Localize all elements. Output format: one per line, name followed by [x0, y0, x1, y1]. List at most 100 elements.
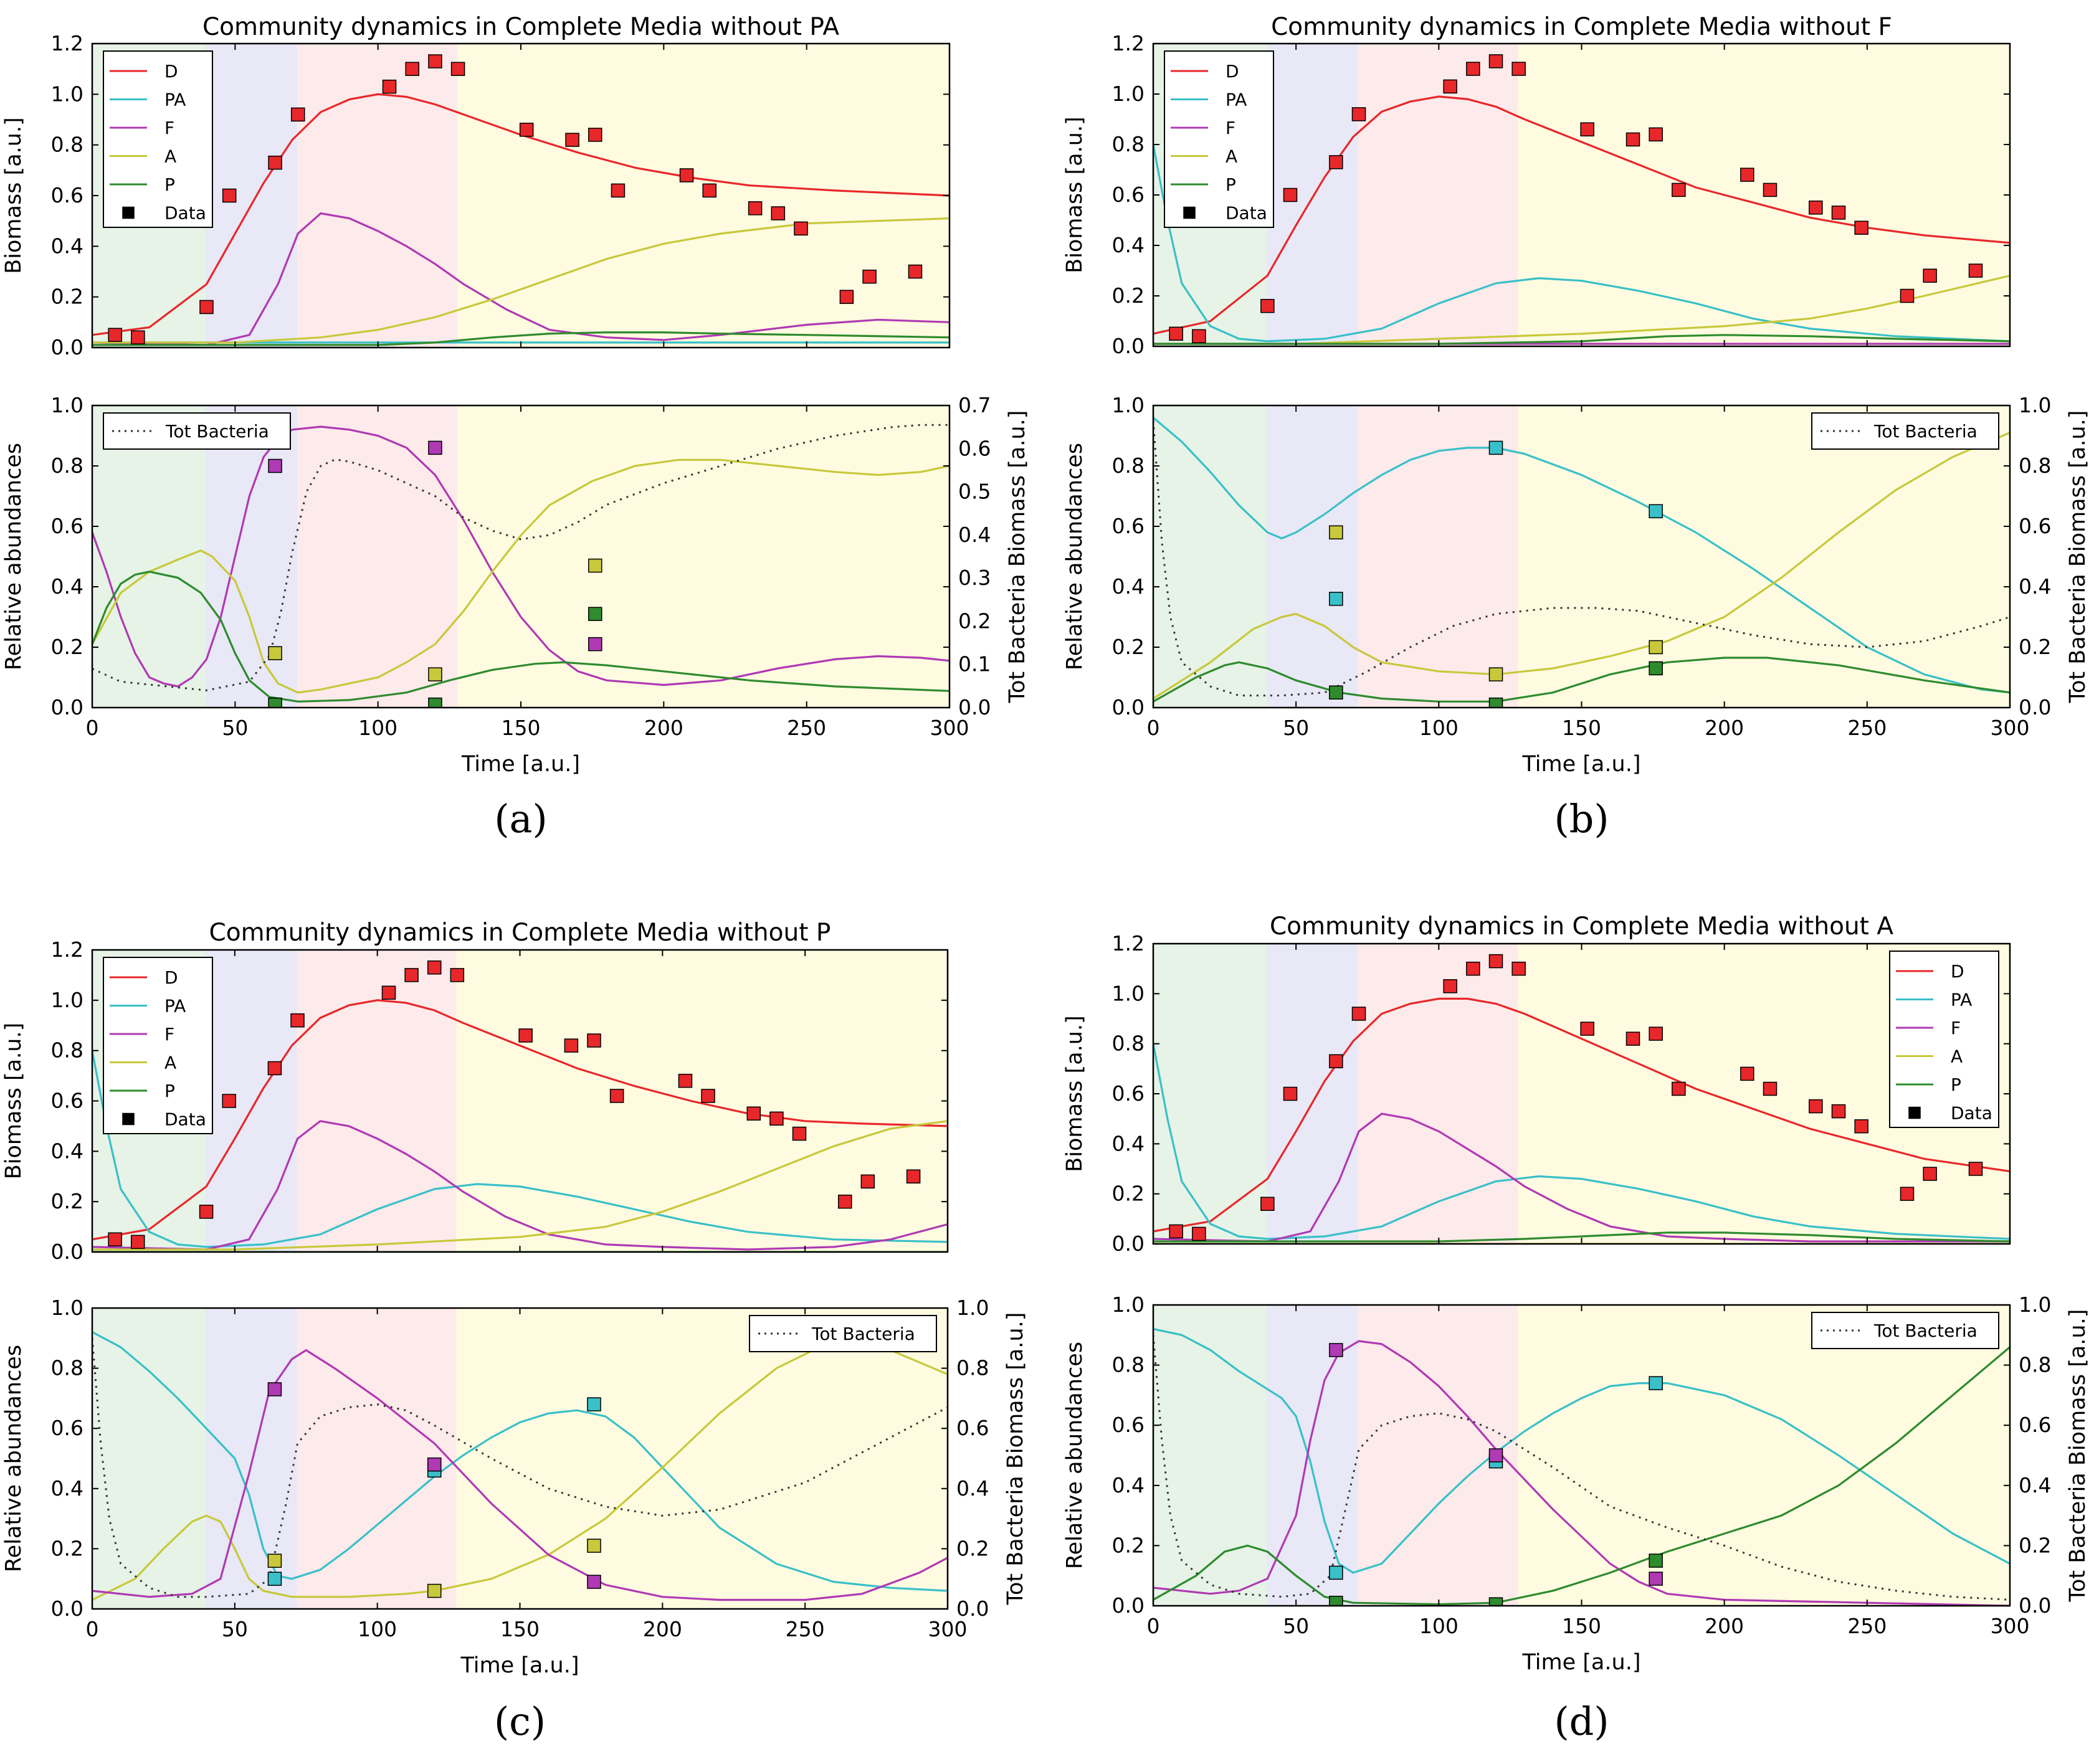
legend-label-d: D: [164, 61, 178, 82]
data-point-a: [1488, 667, 1503, 681]
chart-title: Community dynamics in Complete Media wit…: [1270, 913, 1893, 941]
panel-label: (a): [494, 796, 547, 842]
series-line-p: [92, 571, 950, 703]
series-line-pa: [1153, 1328, 2010, 1574]
series-line-f: [92, 212, 950, 346]
data-point-p: [1329, 685, 1343, 699]
data-point-d: [1260, 298, 1275, 313]
y-tick-label: 0.8: [1112, 1031, 1145, 1056]
data-point-d: [769, 1111, 784, 1126]
y-tick-label: 0.0: [51, 1240, 83, 1264]
abundance-plot: 0 50 100 150 200 250 3000.00.20.40.60.81.00.00…: [1062, 393, 2090, 777]
biomass-plot: 0.0 0.2 0.4 0.6 0.8 1.0 1.2 Biomass [a.u.] D PA FA…: [1062, 931, 2011, 1256]
legend-box-tot: [749, 1315, 937, 1352]
data-point-a: [587, 1539, 601, 1553]
y2-tick-label: 0.4: [2019, 1473, 2051, 1497]
y2-tick-label: 0.2: [958, 609, 991, 633]
legend-label-f: F: [1226, 118, 1235, 138]
data-point-d: [906, 1169, 921, 1183]
y2-tick-label: 0.8: [2019, 453, 2051, 478]
abundance-series: [1153, 417, 2010, 708]
data-point-d: [860, 1174, 875, 1189]
y-tick-label: 0.2: [1112, 1182, 1145, 1206]
x-tick-label: 50: [1283, 1614, 1309, 1638]
data-point-d: [1763, 1081, 1778, 1096]
legend-label-a: A: [1951, 1046, 1963, 1067]
y2-tick-label: 1.0: [956, 1296, 989, 1320]
y-tick-label: 0.4: [1112, 574, 1145, 599]
data-point-d: [381, 985, 396, 1000]
data-point-f: [588, 637, 602, 652]
data-point-d: [428, 54, 442, 69]
y2-tick-label: 0.6: [958, 436, 991, 460]
data-point-d: [131, 330, 145, 344]
region-top-2: [298, 44, 459, 348]
region-bot-1: [1267, 1305, 1359, 1606]
abundance-y-label: Relative abundances: [1062, 1342, 1087, 1569]
series-line-tot: [1153, 420, 2010, 697]
region-bot-0: [1153, 1305, 1268, 1606]
y-tick-label: 1.0: [1112, 82, 1145, 106]
chart-title: Community dynamics in Complete Media wit…: [209, 919, 831, 947]
biomass-plot: 0.0 0.2 0.4 0.6 0.8 1.0 1.2 Biomass [a.u.] D PA FA…: [1, 31, 951, 359]
abundance-plot: 0 50 100 150 200 250 3000.00.20.40.60.81.00.00…: [1062, 1292, 2090, 1675]
data-point-f: [1329, 1343, 1343, 1357]
y-tick-label: 1.0: [1112, 393, 1145, 417]
y-tick-label: 1.0: [51, 393, 83, 417]
y-tick-label: 1.0: [1112, 1292, 1145, 1317]
legend-label-tot: Tot Bacteria: [811, 1324, 915, 1344]
chart-title: Community dynamics in Complete Media wit…: [1271, 13, 1892, 41]
biomass-y-label: Biomass [a.u.]: [1062, 1015, 1087, 1172]
data-point-pa: [1329, 1565, 1343, 1580]
region-bot-0: [92, 1308, 207, 1609]
y-tick-label: 0.2: [1112, 1533, 1145, 1557]
x-tick-label: 100: [358, 1617, 397, 1641]
data-point-pa: [267, 1572, 282, 1586]
x-axis-label: Time [a.u.]: [1522, 752, 1641, 777]
data-point-d: [1854, 1119, 1868, 1134]
data-point-d: [1283, 187, 1298, 202]
y2-tick-label: 0.8: [2019, 1353, 2051, 1377]
data-point-d: [1923, 268, 1937, 283]
abundance-series: [92, 424, 950, 708]
series-line-pa: [1153, 417, 2010, 694]
data-point-pa: [1649, 1376, 1663, 1390]
data-point-a: [588, 558, 602, 573]
region-top-0: [1153, 944, 1268, 1244]
y-tick-label: 1.2: [1112, 931, 1145, 956]
data-point-d: [794, 221, 808, 236]
x-tick-label: 300: [1991, 1614, 2030, 1638]
data-point-d: [588, 128, 602, 142]
data-point-d: [518, 1028, 533, 1043]
legend-label-d: D: [164, 967, 178, 988]
data-point-d: [1329, 155, 1343, 169]
data-point-d: [1580, 122, 1594, 136]
y-tick-label: 0.8: [1112, 1353, 1145, 1377]
series-line-pa: [1153, 1043, 2010, 1240]
y-tick-label: 0.6: [1112, 514, 1145, 538]
data-point-d: [108, 1232, 122, 1247]
y-tick-label: 0.2: [51, 1536, 83, 1560]
data-point-d: [609, 1089, 624, 1103]
x-tick-label: 100: [1419, 716, 1459, 740]
data-point-d: [1192, 1226, 1206, 1241]
data-point-f: [428, 440, 442, 455]
legend-box: [103, 957, 213, 1134]
y2-tick-label: 1.0: [2019, 393, 2051, 417]
x-tick-label: 300: [1991, 716, 2030, 740]
x-tick-label: 250: [787, 716, 826, 740]
data-point-d: [564, 1038, 579, 1053]
y2-tick-label: 0.3: [958, 566, 991, 590]
x-tick-label: 50: [222, 1617, 248, 1641]
data-point-d: [1260, 1197, 1275, 1211]
data-point-d: [792, 1126, 807, 1141]
data-point-d: [222, 188, 237, 203]
data-point-d: [1672, 1081, 1686, 1096]
legend-label-f: F: [164, 118, 174, 138]
legend-label-pa: PA: [1226, 90, 1247, 110]
data-point-d: [862, 269, 877, 284]
y-tick-label: 0.2: [51, 285, 83, 309]
chart-panel-c: Community dynamics in Complete Media wit…: [1, 919, 1028, 1744]
data-point-d: [1466, 62, 1480, 76]
y2-tick-label: 0.2: [2019, 635, 2051, 659]
